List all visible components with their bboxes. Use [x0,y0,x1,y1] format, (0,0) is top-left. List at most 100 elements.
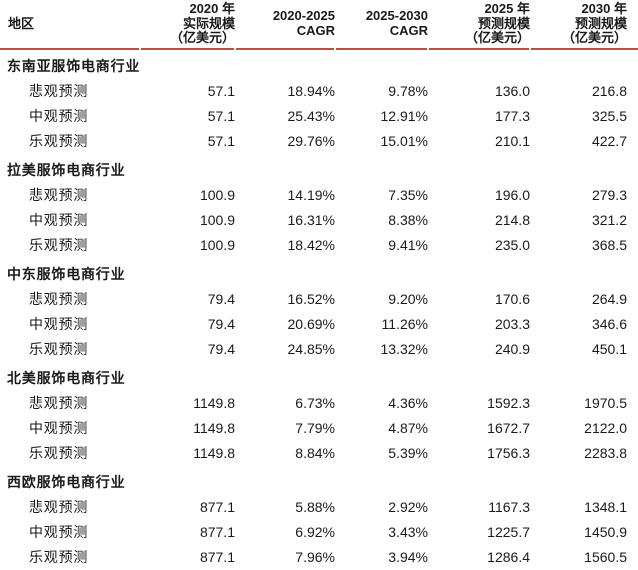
actual-2020-value: 100.9 [199,212,235,228]
group-header-row: 东南亚服饰电商行业 [0,50,638,79]
forecast-2030-value: 346.6 [591,316,627,332]
forecast-data-row: 悲观预测 877.1 5.88% 2.92% 1167.3 1348.1 [0,495,638,520]
forecast-2025-value: 177.3 [494,108,530,124]
col-header-2025-forecast: 2025 年 预测规模 （亿美元） [428,0,530,50]
group-name: 北美服饰电商行业 [7,370,126,386]
cagr-2020-2025-value: 7.96% [295,549,335,565]
forecast-2030-value: 1970.5 [584,395,627,411]
forecast-2030-value: 279.3 [591,187,627,203]
forecast-2030-value: 1348.1 [584,499,627,515]
actual-2020-value: 57.1 [207,133,235,149]
actual-2020-value: 79.4 [207,316,235,332]
scenario-label: 悲观预测 [29,499,89,515]
actual-2020-value: 57.1 [207,108,235,124]
scenario-label: 中观预测 [29,212,89,228]
forecast-data-row: 中观预测 57.1 25.43% 12.91% 177.3 325.5 [0,104,638,129]
scenario-label: 悲观预测 [29,291,89,307]
forecast-2030-value: 325.5 [591,108,627,124]
forecast-data-row: 乐观预测 57.1 29.76% 15.01% 210.1 422.7 [0,129,638,154]
cagr-2025-2030-value: 12.91% [380,108,428,124]
cagr-2020-2025-value: 5.88% [295,499,335,515]
forecast-2030-value: 1450.9 [584,524,627,540]
forecast-data-row: 悲观预测 100.9 14.19% 7.35% 196.0 279.3 [0,183,638,208]
forecast-2030-value: 450.1 [591,341,627,357]
cagr-2020-2025-value: 7.79% [295,420,335,436]
group-name: 东南亚服饰电商行业 [7,58,141,74]
forecast-data-row: 悲观预测 57.1 18.94% 9.78% 136.0 216.8 [0,79,638,104]
forecast-data-row: 中观预测 79.4 20.69% 11.26% 203.3 346.6 [0,312,638,337]
scenario-label: 中观预测 [29,316,89,332]
cagr-2025-2030-value: 15.01% [380,133,428,149]
col-header-cagr-2025-2030: 2025-2030 CAGR [335,0,428,50]
forecast-2030-value: 368.5 [591,237,627,253]
cagr-2025-2030-value: 2.92% [388,499,428,515]
cagr-2025-2030-value: 13.32% [380,341,428,357]
forecast-2025-value: 1592.3 [487,395,530,411]
cagr-2025-2030-value: 7.35% [388,187,428,203]
actual-2020-value: 79.4 [207,341,235,357]
actual-2020-value: 57.1 [207,83,235,99]
cagr-2020-2025-value: 18.42% [287,237,335,253]
cagr-2025-2030-value: 4.87% [388,420,428,436]
scenario-label: 中观预测 [29,524,89,540]
cagr-2025-2030-value: 5.39% [388,445,428,461]
scenario-label: 乐观预测 [29,445,89,461]
cagr-2025-2030-value: 11.26% [381,316,428,332]
cagr-2025-2030-value: 4.36% [388,395,428,411]
cagr-2025-2030-value: 3.43% [388,524,428,540]
forecast-data-row: 悲观预测 79.4 16.52% 9.20% 170.6 264.9 [0,287,638,312]
group-header-row: 北美服饰电商行业 [0,362,638,391]
forecast-2025-value: 1286.4 [487,549,530,565]
cagr-2020-2025-value: 8.84% [295,445,335,461]
forecast-2030-value: 216.8 [591,83,627,99]
scenario-label: 悲观预测 [29,83,89,99]
group-header-row: 西欧服饰电商行业 [0,466,638,495]
col-header-region: 地区 [0,0,140,50]
cagr-2025-2030-value: 8.38% [388,212,428,228]
forecast-2025-value: 1167.3 [488,499,530,515]
cagr-2020-2025-value: 16.31% [287,212,335,228]
forecast-data-row: 乐观预测 100.9 18.42% 9.41% 235.0 368.5 [0,233,638,258]
cagr-2020-2025-value: 6.92% [295,524,335,540]
cagr-2025-2030-value: 9.20% [388,291,428,307]
cagr-2025-2030-value: 9.41% [388,237,428,253]
scenario-label: 中观预测 [29,108,89,124]
cagr-2020-2025-value: 16.52% [287,291,335,307]
group-name: 西欧服饰电商行业 [7,474,126,490]
cagr-2025-2030-value: 3.94% [388,549,428,565]
actual-2020-value: 1149.8 [193,420,235,436]
forecast-2030-value: 2283.8 [584,445,627,461]
forecast-data-row: 中观预测 100.9 16.31% 8.38% 214.8 321.2 [0,208,638,233]
group-header-row: 拉美服饰电商行业 [0,154,638,183]
scenario-label: 悲观预测 [29,395,89,411]
actual-2020-value: 1149.8 [193,395,235,411]
forecast-2030-value: 321.2 [591,212,627,228]
actual-2020-value: 877.1 [199,524,235,540]
cagr-2020-2025-value: 29.76% [287,133,335,149]
forecast-2025-value: 1756.3 [487,445,530,461]
actual-2020-value: 100.9 [199,237,235,253]
forecast-data-row: 乐观预测 79.4 24.85% 13.32% 240.9 450.1 [0,337,638,362]
forecast-2030-value: 264.9 [591,291,627,307]
forecast-data-row: 乐观预测 877.1 7.96% 3.94% 1286.4 1560.5 [0,545,638,570]
cagr-2020-2025-value: 6.73% [295,395,335,411]
forecast-data-row: 中观预测 877.1 6.92% 3.43% 1225.7 1450.9 [0,520,638,545]
forecast-2025-value: 136.0 [494,83,530,99]
cagr-2020-2025-value: 14.19% [287,187,335,203]
col-header-cagr-2020-2025: 2020-2025 CAGR [235,0,335,50]
group-name: 拉美服饰电商行业 [7,162,126,178]
scenario-label: 中观预测 [29,420,89,436]
forecast-2025-value: 240.9 [494,341,530,357]
col-header-2030-forecast: 2030 年 预测规模 （亿美元） [530,0,638,50]
cagr-2025-2030-value: 9.78% [388,83,428,99]
group-name: 中东服饰电商行业 [7,266,126,282]
forecast-2025-value: 203.3 [494,316,530,332]
forecast-2030-value: 2122.0 [584,420,627,436]
forecast-2025-value: 1225.7 [487,524,530,540]
forecast-2025-value: 210.1 [494,133,530,149]
forecast-2025-value: 1672.7 [487,420,530,436]
forecast-data-row: 乐观预测 1149.8 8.84% 5.39% 1756.3 2283.8 [0,441,638,466]
forecast-data-row: 悲观预测 1149.8 6.73% 4.36% 1592.3 1970.5 [0,391,638,416]
header-row: 地区 2020 年 实际规模 （亿美元） 2020-2025 CAGR 2025… [0,0,638,50]
